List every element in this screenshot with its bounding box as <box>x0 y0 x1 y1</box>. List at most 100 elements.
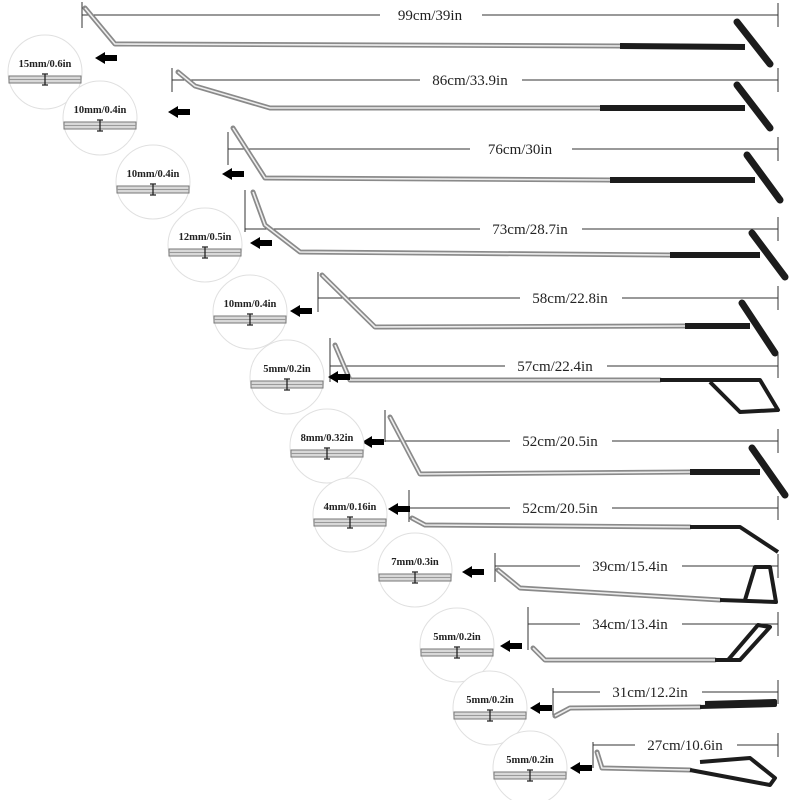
diameter-marker-icon <box>347 516 353 529</box>
rod-length-label: 39cm/15.4in <box>592 559 668 575</box>
t-handle-icon <box>733 81 774 132</box>
rod-item: 27cm/10.6in 5mm/0.2in <box>492 730 779 800</box>
t-handle-icon <box>748 229 789 281</box>
rod-shaft-highlight <box>334 344 660 381</box>
tip-size-label: 4mm/0.16in <box>324 502 377 513</box>
triangle-handle-icon <box>719 565 778 604</box>
rod-item: 39cm/15.4in 7mm/0.3in <box>377 532 779 608</box>
arrow-left-icon <box>168 106 190 118</box>
tip-size-callout: 8mm/0.32in <box>289 408 365 484</box>
rod-shaft-highlight <box>177 71 600 109</box>
tip-size-label: 5mm/0.2in <box>506 755 554 766</box>
bent-handle-icon <box>690 525 780 554</box>
rod-shaft <box>530 645 718 663</box>
diameter-marker-icon <box>284 378 290 391</box>
tip-size-label: 5mm/0.2in <box>433 632 481 643</box>
rod-shaft <box>319 272 688 330</box>
tip-size-callout: 12mm/0.5in <box>167 207 243 283</box>
tip-size-label: 10mm/0.4in <box>127 169 180 180</box>
rod-length-label: 52cm/20.5in <box>522 501 598 517</box>
rod-length-label: 58cm/22.8in <box>532 291 608 307</box>
rod-shaft-highlight <box>411 517 691 528</box>
tip-size-callout: 10mm/0.4in <box>62 80 138 156</box>
rod-length-label: 99cm/39in <box>398 8 463 24</box>
t-handle-icon <box>733 18 774 68</box>
t-handle-icon <box>743 151 784 204</box>
rod-item: 52cm/20.5in 4mm/0.16in <box>312 477 780 554</box>
rod-item: 73cm/28.7in 12mm/0.5in <box>167 189 789 283</box>
arrow-left-icon <box>362 436 384 448</box>
tip-size-callout: 5mm/0.2in <box>452 670 528 746</box>
diameter-marker-icon <box>247 313 253 326</box>
rod-item: 86cm/33.9in 10mm/0.4in <box>62 68 779 156</box>
tip-size-callout: 5mm/0.2in <box>249 339 325 415</box>
tip-size-callout: 10mm/0.4in <box>212 274 288 350</box>
rod-length-label: 27cm/10.6in <box>647 738 723 754</box>
arrow-left-icon <box>500 640 522 652</box>
t-handle-icon <box>738 299 779 357</box>
diameter-marker-icon <box>97 119 103 132</box>
rod-length-label: 52cm/20.5in <box>522 434 598 450</box>
rod-shaft-highlight <box>321 274 686 328</box>
rod-item: 99cm/39in 15mm/0.6in <box>7 2 779 110</box>
arrow-left-icon <box>250 237 272 249</box>
tip-size-label: 5mm/0.2in <box>263 364 311 375</box>
tip-size-label: 10mm/0.4in <box>74 105 127 116</box>
rod-grip <box>619 43 746 50</box>
rod-length-label: 86cm/33.9in <box>432 73 508 89</box>
tip-size-label: 10mm/0.4in <box>224 299 277 310</box>
arrow-left-icon <box>388 503 410 515</box>
tip-size-label: 12mm/0.5in <box>179 232 232 243</box>
loop-handle-icon <box>660 378 780 414</box>
loop-handle-icon <box>689 756 777 787</box>
tip-size-callout: 4mm/0.16in <box>312 477 388 553</box>
rod-item: 34cm/13.4in 5mm/0.2in <box>419 607 779 683</box>
tip-size-callout: 5mm/0.2in <box>492 730 568 800</box>
arrow-left-icon <box>530 702 552 714</box>
rod-shaft <box>250 189 673 258</box>
rod-length-label: 73cm/28.7in <box>492 222 568 238</box>
rod-shaft-highlight <box>554 706 701 717</box>
rod-shaft <box>332 342 663 383</box>
rod-shaft-highlight <box>497 569 721 601</box>
diameter-marker-icon <box>527 769 533 782</box>
rod-shaft-highlight <box>532 647 715 661</box>
diameter-marker-icon <box>412 571 418 584</box>
rod-shaft <box>175 69 603 111</box>
tip-size-label: 15mm/0.6in <box>19 59 72 70</box>
tip-size-callout: 15mm/0.6in <box>7 34 83 110</box>
rod-item: 57cm/22.4in 5mm/0.2in <box>249 338 780 415</box>
diameter-marker-icon <box>487 709 493 722</box>
flat-loop-handle-icon <box>699 699 777 709</box>
arrow-left-icon <box>95 52 117 64</box>
rod-length-label: 57cm/22.4in <box>517 359 593 375</box>
rod-shaft <box>230 125 613 183</box>
rod-shaft <box>594 749 693 773</box>
arrow-left-icon <box>222 168 244 180</box>
diameter-marker-icon <box>150 183 156 196</box>
rod-shaft-highlight <box>596 751 691 771</box>
rod-shaft <box>82 5 623 49</box>
rod-item: 31cm/12.2in 5mm/0.2in <box>452 670 779 746</box>
rod-item: 76cm/30in 10mm/0.4in <box>115 125 784 220</box>
rod-shaft-highlight <box>84 7 621 47</box>
arrow-left-icon <box>328 371 350 383</box>
tip-size-callout: 7mm/0.3in <box>377 532 453 608</box>
rod-item: 52cm/20.5in 8mm/0.32in <box>289 408 789 499</box>
rod-length-label: 34cm/13.4in <box>592 617 668 633</box>
tip-size-callout: 5mm/0.2in <box>419 607 495 683</box>
tip-size-label: 5mm/0.2in <box>466 695 514 706</box>
diameter-marker-icon <box>324 447 330 460</box>
rod-shaft-highlight <box>232 127 611 181</box>
diameter-marker-icon <box>42 73 48 86</box>
tip-size-callout: 10mm/0.4in <box>115 144 191 220</box>
rod-shaft-highlight <box>252 191 671 256</box>
arrow-left-icon <box>290 305 312 317</box>
tip-size-label: 8mm/0.32in <box>301 433 354 444</box>
tip-size-label: 7mm/0.3in <box>391 557 439 568</box>
triangle-handle-icon <box>715 623 772 662</box>
arrow-left-icon <box>570 762 592 774</box>
diameter-marker-icon <box>202 246 208 259</box>
t-handle-icon <box>748 444 789 499</box>
